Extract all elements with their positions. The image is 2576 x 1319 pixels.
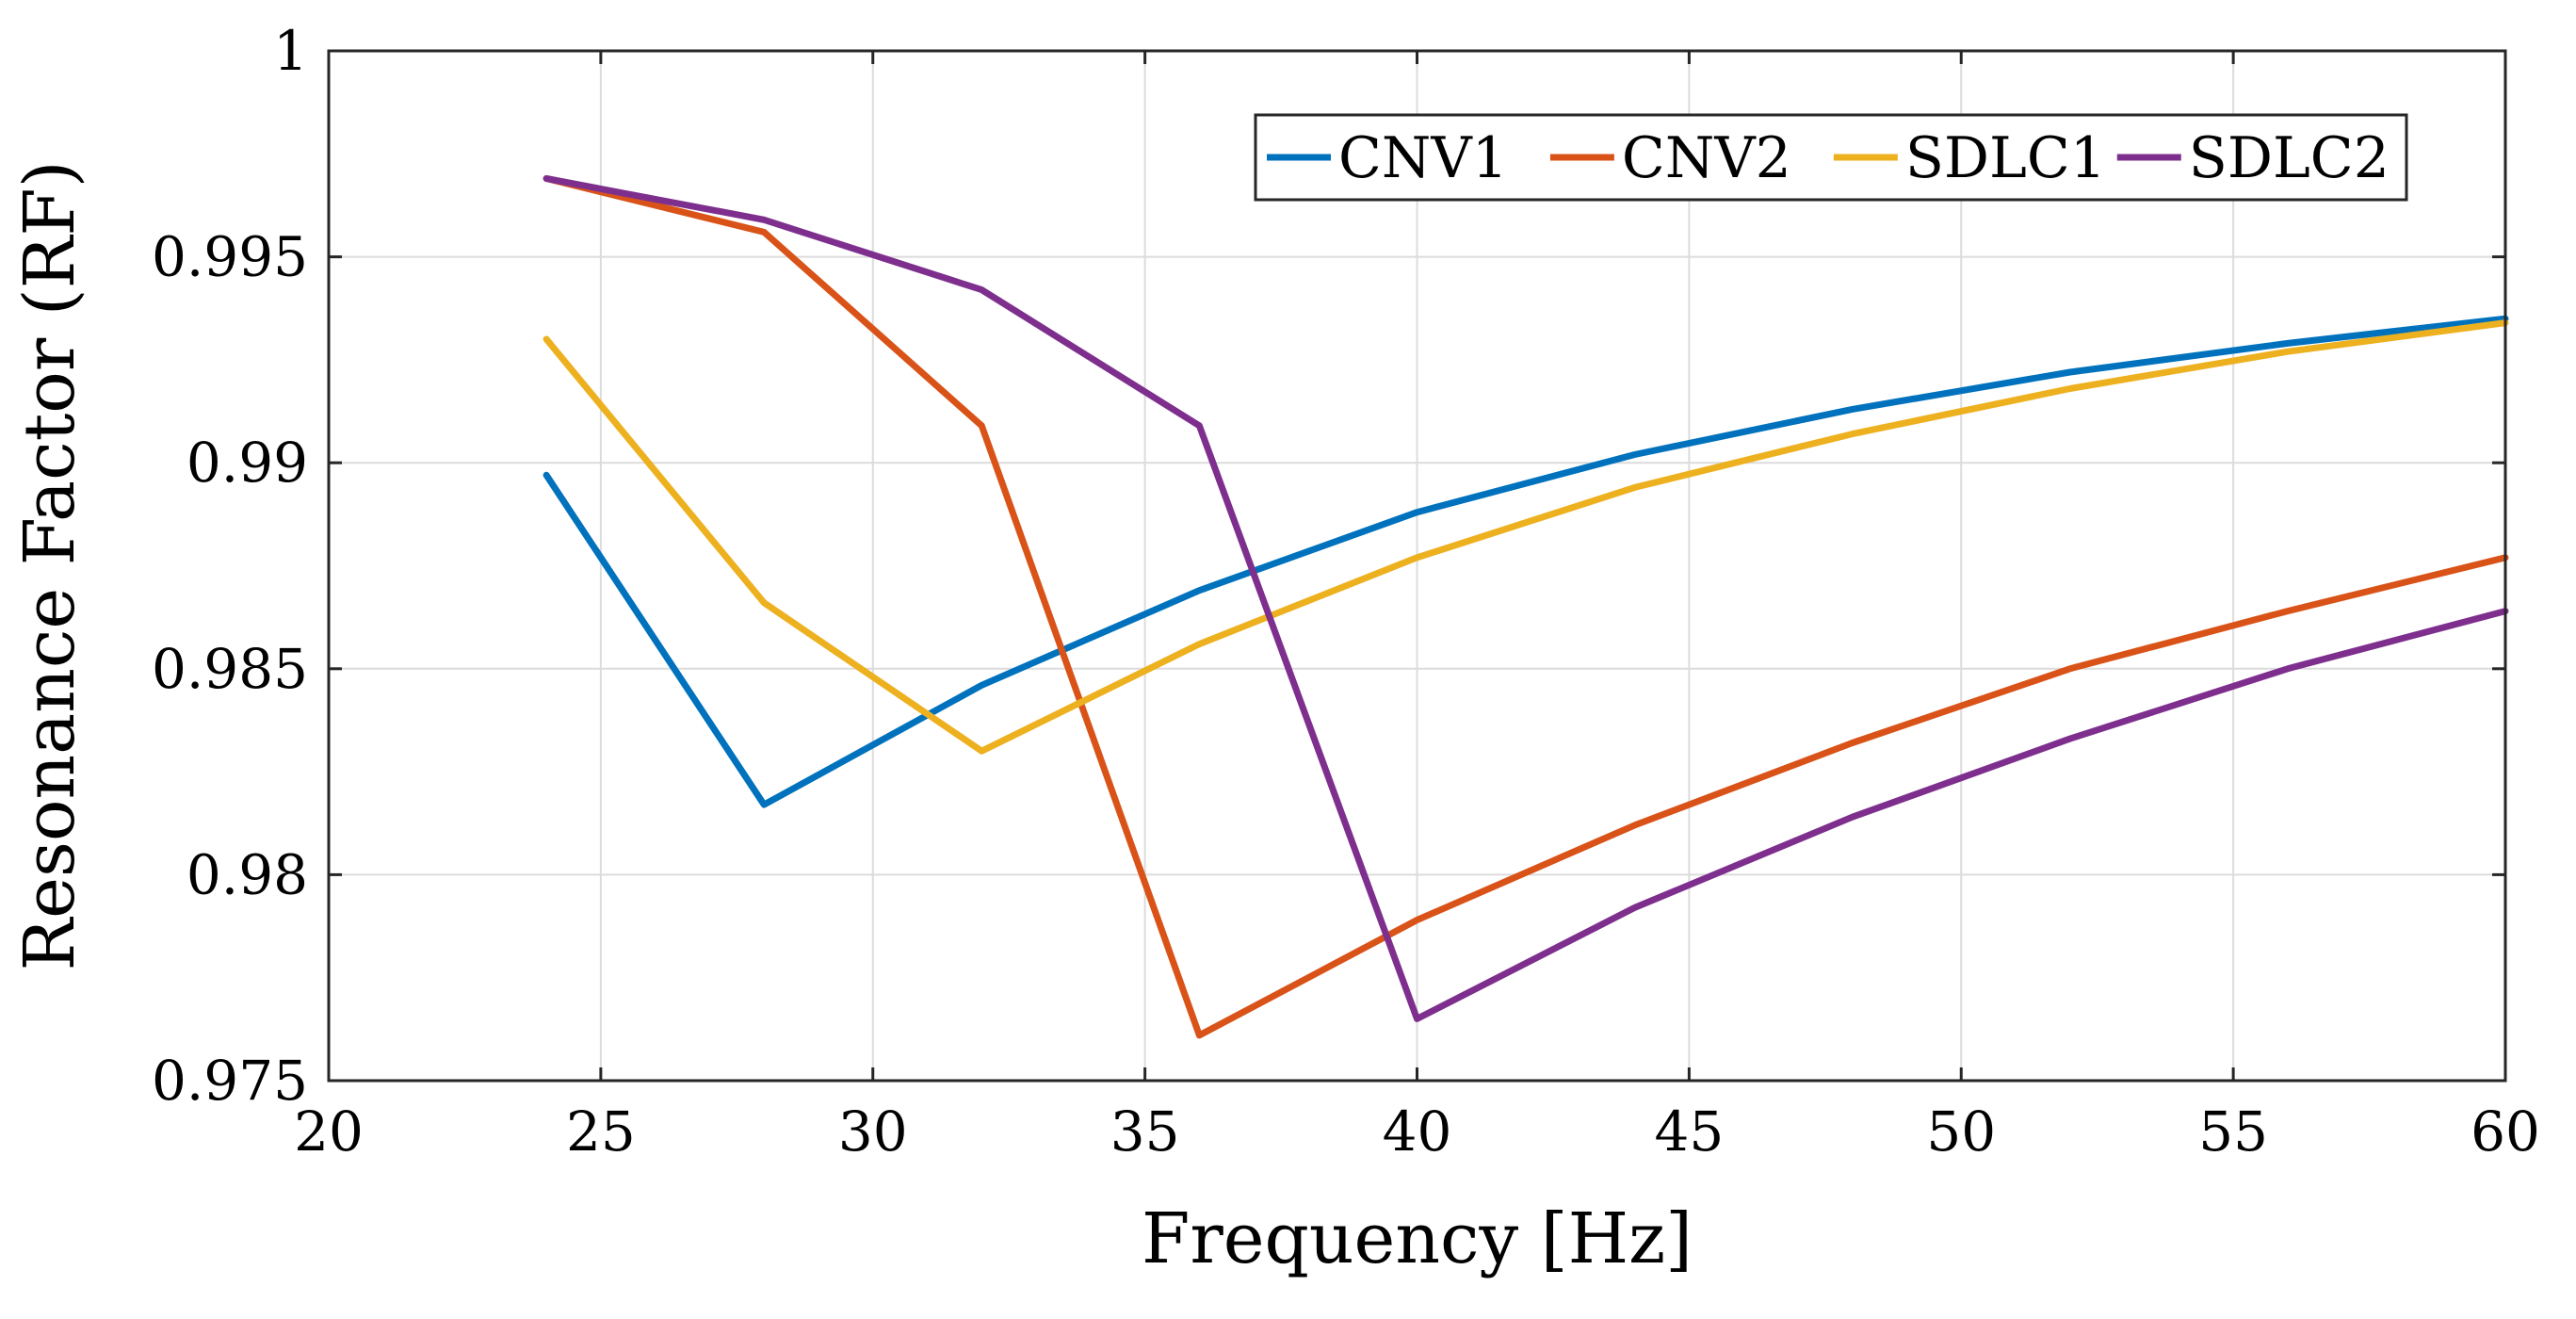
grid-lines: [329, 51, 2505, 1081]
y-tick-label: 0.985: [152, 637, 308, 701]
legend-box: [1254, 113, 2408, 202]
series-lines: [543, 175, 2509, 1039]
x-tick-label: 50: [1926, 1099, 1996, 1164]
series-line-cnv1: [543, 315, 2509, 808]
y-tick-label: 1: [273, 19, 308, 83]
series-line-sdlc1: [543, 319, 2509, 755]
x-tick-label: 45: [1654, 1099, 1724, 1164]
tick-labels: 20 25 30 35 40 45 50 55 60 0.975 0.98 0.985 0.99 0.99…: [152, 19, 2540, 1164]
y-tick-label: 0.99: [186, 431, 308, 495]
y-tick-label: 0.975: [152, 1049, 308, 1113]
legend-label-cnv2: CNV2: [1622, 125, 1791, 191]
y-axis-label: Resonance Factor (RF): [9, 160, 90, 970]
x-tick-label: 20: [294, 1099, 364, 1164]
y-tick-label: 0.98: [186, 842, 308, 906]
x-tick-label: 55: [2198, 1099, 2268, 1164]
x-tick-label: 25: [566, 1099, 636, 1164]
x-axis-label: Frequency [Hz]: [1142, 1198, 1693, 1279]
x-tick-label: 60: [2471, 1099, 2540, 1164]
x-tick-label: 40: [1383, 1099, 1452, 1164]
legend-label-sdlc2: SDLC2: [2189, 125, 2390, 191]
series-line-sdlc2: [543, 175, 2509, 1022]
legend-label-sdlc1: SDLC1: [1905, 125, 2106, 191]
series-line-cnv2: [543, 175, 2509, 1039]
y-tick-label: 0.995: [152, 225, 308, 289]
legend-label-cnv1: CNV1: [1338, 125, 1508, 191]
x-tick-label: 35: [1110, 1099, 1180, 1164]
legend: CNV1 CNV2 SDLC1 SDLC2: [1254, 113, 2408, 202]
x-tick-label: 30: [838, 1099, 908, 1164]
